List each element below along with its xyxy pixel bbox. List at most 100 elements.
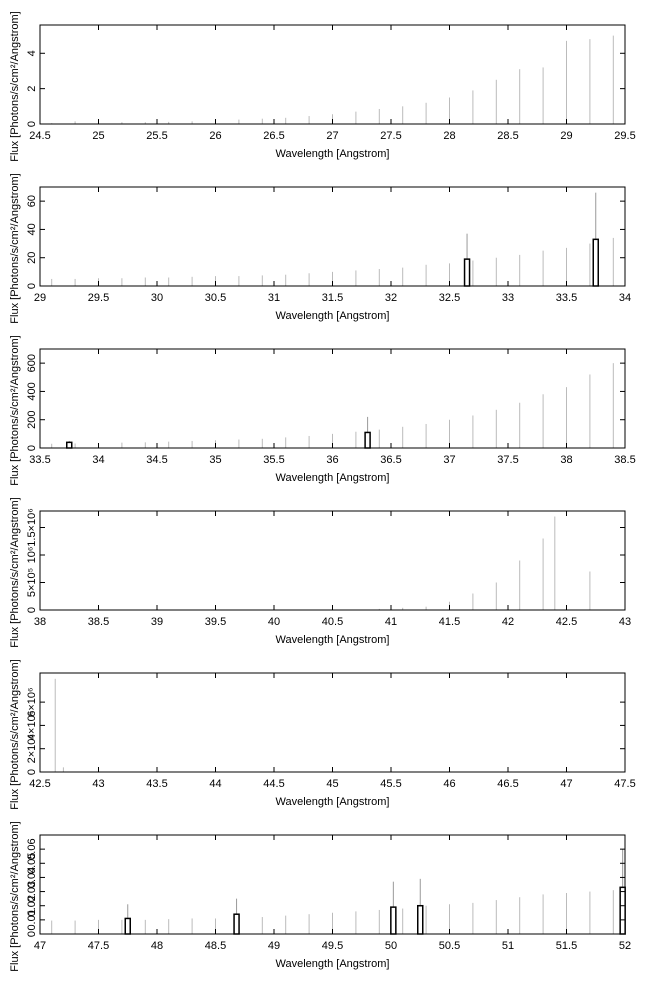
y-tick-label: 0.05 (26, 853, 38, 874)
x-axis-label: Wavelength [Angstrom] (276, 472, 390, 484)
x-tick-label: 38.5 (88, 616, 109, 628)
x-tick-label: 33.5 (29, 454, 50, 466)
x-tick-label: 36 (326, 454, 338, 466)
x-tick-label: 44 (209, 778, 221, 790)
x-tick-label: 37 (443, 454, 455, 466)
y-axis-label: Flux [Photons/s/cm²/Angstrom] (9, 821, 21, 971)
x-tick-label: 29.5 (88, 292, 109, 304)
x-tick-label: 29 (34, 292, 46, 304)
x-tick-label: 37.5 (497, 454, 518, 466)
x-tick-label: 46.5 (497, 778, 518, 790)
x-tick-label: 39.5 (205, 616, 226, 628)
x-tick-label: 35.5 (263, 454, 284, 466)
y-tick-label: 5×10⁵ (26, 568, 38, 597)
highlight-bar (233, 913, 240, 935)
x-tick-label: 45.5 (380, 778, 401, 790)
plot-frame (39, 672, 626, 773)
x-tick-label: 38.5 (614, 454, 635, 466)
x-tick-label: 26.5 (263, 130, 284, 142)
x-tick-label: 34.5 (146, 454, 167, 466)
x-tick-label: 41 (385, 616, 397, 628)
plot-frame (39, 348, 626, 449)
x-tick-label: 34 (619, 292, 631, 304)
y-axis-label: Flux [Photons/s/cm²/Angstrom] (9, 497, 21, 647)
x-tick-label: 46 (443, 778, 455, 790)
x-tick-label: 43 (619, 616, 631, 628)
x-tick-label: 50 (385, 940, 397, 952)
x-tick-label: 27.5 (380, 130, 401, 142)
x-tick-label: 42 (502, 616, 514, 628)
highlight-bar (364, 431, 371, 449)
y-tick-label: 200 (26, 411, 38, 429)
y-tick-label: 1.5×10⁶ (26, 508, 38, 546)
y-tick-label: 400 (26, 382, 38, 400)
x-axis-label: Wavelength [Angstrom] (276, 634, 390, 646)
y-tick-label: 2 (26, 86, 38, 92)
x-tick-label: 40.5 (322, 616, 343, 628)
x-tick-label: 44.5 (263, 778, 284, 790)
x-tick-label: 28 (443, 130, 455, 142)
x-tick-label: 29.5 (614, 130, 635, 142)
y-tick-label: 20 (26, 252, 38, 264)
x-tick-label: 27 (326, 130, 338, 142)
x-tick-label: 45 (326, 778, 338, 790)
x-tick-label: 49.5 (322, 940, 343, 952)
x-axis-label: Wavelength [Angstrom] (276, 958, 390, 970)
x-tick-label: 29 (560, 130, 572, 142)
y-tick-label: 0.02 (26, 895, 38, 916)
y-axis-label: Flux [Photons/s/cm²/Angstrom] (9, 659, 21, 809)
y-tick-label: 0 (26, 445, 38, 451)
x-tick-label: 30 (151, 292, 163, 304)
x-axis-label: Wavelength [Angstrom] (276, 310, 390, 322)
x-tick-label: 52 (619, 940, 631, 952)
y-axis-label: Flux [Photons/s/cm²/Angstrom] (9, 11, 21, 161)
x-tick-label: 43 (92, 778, 104, 790)
y-tick-label: 0 (26, 121, 38, 127)
x-tick-label: 34 (92, 454, 104, 466)
y-tick-label: 2×10⁶ (26, 734, 38, 763)
y-tick-label: 0 (26, 283, 38, 289)
highlight-bar (417, 904, 424, 935)
y-tick-label: 0 (26, 607, 38, 613)
x-axis-label: Wavelength [Angstrom] (276, 148, 390, 160)
x-tick-label: 25.5 (146, 130, 167, 142)
x-tick-label: 49 (268, 940, 280, 952)
x-tick-label: 38 (560, 454, 572, 466)
y-tick-label: 0 (26, 769, 38, 775)
y-tick-label: 4 (26, 50, 38, 56)
y-tick-label: 0 (26, 931, 38, 937)
x-tick-label: 32.5 (439, 292, 460, 304)
x-tick-label: 24.5 (29, 130, 50, 142)
y-tick-label: 0.01 (26, 909, 38, 930)
y-axis-label: Flux [Photons/s/cm²/Angstrom] (9, 173, 21, 323)
highlight-bar (390, 906, 397, 935)
x-tick-label: 25 (92, 130, 104, 142)
y-tick-label: 4×10⁶ (26, 711, 38, 740)
x-tick-label: 36.5 (380, 454, 401, 466)
y-tick-label: 0.03 (26, 881, 38, 902)
x-tick-label: 50.5 (439, 940, 460, 952)
plot-frame (39, 24, 626, 125)
y-tick-label: 10⁶ (26, 547, 38, 564)
x-tick-label: 48 (151, 940, 163, 952)
x-tick-label: 30.5 (205, 292, 226, 304)
x-tick-label: 43.5 (146, 778, 167, 790)
x-tick-label: 39 (151, 616, 163, 628)
x-tick-label: 47.5 (614, 778, 635, 790)
y-tick-label: 6×10⁶ (26, 687, 38, 716)
highlight-bar (463, 258, 471, 287)
plot-frame (39, 186, 626, 287)
x-tick-label: 51 (502, 940, 514, 952)
x-tick-label: 40 (268, 616, 280, 628)
x-tick-label: 41.5 (439, 616, 460, 628)
highlight-bar (66, 441, 73, 449)
y-tick-label: 600 (26, 354, 38, 372)
x-tick-label: 42.5 (29, 778, 50, 790)
x-tick-label: 28.5 (497, 130, 518, 142)
y-axis-label: Flux [Photons/s/cm²/Angstrom] (9, 335, 21, 485)
x-tick-label: 33.5 (556, 292, 577, 304)
x-tick-label: 47 (34, 940, 46, 952)
y-tick-label: 60 (26, 195, 38, 207)
x-tick-label: 42.5 (556, 616, 577, 628)
